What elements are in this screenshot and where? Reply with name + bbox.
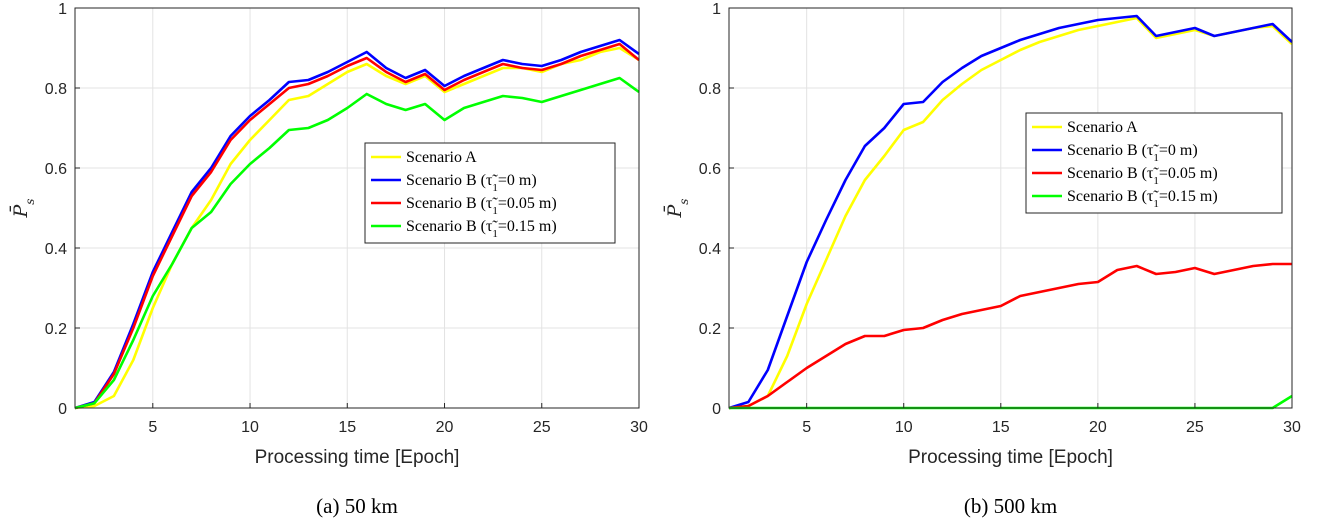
legend-label-scenario-a: Scenario A <box>1067 119 1138 136</box>
x-tick-label: 10 <box>895 419 913 436</box>
legend-label-scenario-b-015m: Scenario B (τ̃1=0.15 m) <box>1067 188 1218 210</box>
x-tick-label: 15 <box>992 419 1010 436</box>
x-tick-label: 25 <box>1186 419 1204 436</box>
legend-label-scenario-a: Scenario A <box>406 149 477 166</box>
legend-label-scenario-b-005m: Scenario B (τ̃1=0.05 m) <box>406 195 557 217</box>
y-tick-label: 0.8 <box>699 81 721 98</box>
y-tick-label: 0.2 <box>45 321 67 338</box>
y-axis-label-a: P̄s <box>9 199 37 219</box>
y-tick-label: 0.4 <box>699 241 721 258</box>
y-axis-label-b: P̄s <box>663 199 691 219</box>
y-ticks-b: 0 0.2 0.4 0.6 0.8 1 <box>699 1 734 418</box>
y-tick-label: 0 <box>58 401 67 418</box>
y-ticks-a: 0 0.2 0.4 0.6 0.8 1 <box>45 1 80 418</box>
legend-label-scenario-b-0m: Scenario B (τ̃1=0 m) <box>1067 142 1198 164</box>
legend-box <box>1025 112 1283 214</box>
x-tick-label: 30 <box>630 419 648 436</box>
x-axis-label-a: Processing time [Epoch] <box>255 447 460 468</box>
y-tick-label: 1 <box>712 1 721 18</box>
series-a <box>74 38 640 410</box>
caption-a: (a) 50 km <box>316 494 398 518</box>
legend-label-scenario-b-015m: Scenario B (τ̃1=0.15 m) <box>406 218 557 240</box>
plot-frame-a <box>74 7 640 409</box>
panel-a: 5 10 15 20 25 30 0 0.2 0.4 0.6 0.8 1 Processing ti… <box>9 1 648 518</box>
x-axis-label-b: Processing time [Epoch] <box>908 447 1113 468</box>
series-line-scenario-b-015m-a <box>74 76 640 410</box>
series-line-scenario-b-0m-a <box>74 38 640 410</box>
y-tick-label: 0.4 <box>45 241 67 258</box>
series-line-scenario-b-005m-a <box>74 42 640 410</box>
x-ticks-a: 5 10 15 20 25 30 <box>148 403 648 436</box>
y-tick-label: 0.2 <box>699 321 721 338</box>
y-tick-label: 1 <box>58 1 67 18</box>
legend-label-scenario-b-0m: Scenario B (τ̃1=0 m) <box>406 172 537 194</box>
x-tick-label: 25 <box>533 419 551 436</box>
series-line-scenario-b-0m-b <box>728 14 1293 410</box>
x-tick-label: 5 <box>802 419 811 436</box>
x-tick-label: 5 <box>148 419 157 436</box>
legend-box <box>364 142 616 244</box>
panel-b: 5 10 15 20 25 30 0 0.2 0.4 0.6 0.8 1 Processing ti… <box>663 1 1301 518</box>
x-tick-label: 20 <box>1089 419 1107 436</box>
plot-frame-b <box>728 7 1293 409</box>
x-tick-label: 15 <box>338 419 356 436</box>
y-tick-label: 0.6 <box>45 161 67 178</box>
x-tick-label: 30 <box>1283 419 1301 436</box>
series-line-scenario-a-b <box>728 16 1293 410</box>
x-tick-label: 10 <box>241 419 259 436</box>
series-line-scenario-b-015m-b <box>729 394 1293 410</box>
legend-label-scenario-b-005m: Scenario B (τ̃1=0.05 m) <box>1067 165 1218 187</box>
y-tick-label: 0.6 <box>699 161 721 178</box>
y-tick-label: 0.8 <box>45 81 67 98</box>
y-tick-label: 0 <box>712 401 721 418</box>
caption-b: (b) 500 km <box>964 494 1057 518</box>
x-tick-label: 20 <box>436 419 454 436</box>
x-ticks-b: 5 10 15 20 25 30 <box>802 403 1301 436</box>
series-line-scenario-b-005m-b <box>728 262 1292 410</box>
